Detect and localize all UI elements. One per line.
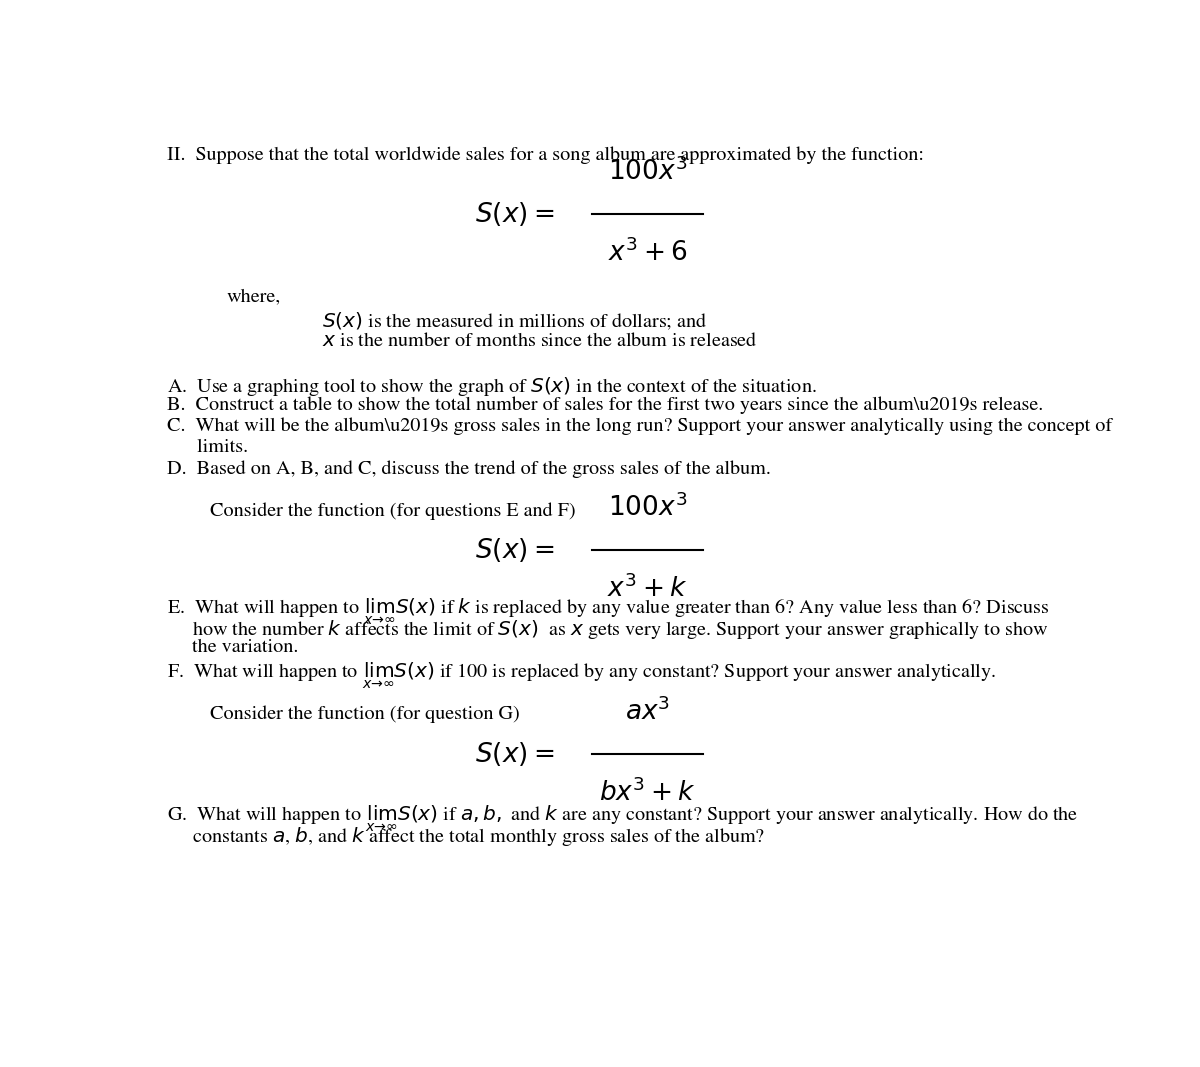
Text: G.  What will happen to $\lim_{x\to\infty} S(x)$ if $a, b,$ and $k$ are any cons: G. What will happen to $\lim_{x\to\infty… <box>167 803 1079 834</box>
Text: E.  What will happen to $\lim_{x\to\infty} S(x)$ if $k$ is replaced by any value: E. What will happen to $\lim_{x\to\infty… <box>167 596 1050 626</box>
Text: $S(x) =$: $S(x) =$ <box>475 536 554 563</box>
Text: $S(x) =$: $S(x) =$ <box>475 740 554 768</box>
Text: $x^3 + k$: $x^3 + k$ <box>607 574 688 603</box>
Text: $x^3 + 6$: $x^3 + 6$ <box>607 239 688 268</box>
Text: constants $a$, $b$, and $k$ affect the total monthly gross sales of the album?: constants $a$, $b$, and $k$ affect the t… <box>167 825 764 848</box>
Text: A.  Use a graphing tool to show the graph of $S(x)$ in the context of the situat: A. Use a graphing tool to show the graph… <box>167 375 816 398</box>
Text: limits.: limits. <box>167 439 248 456</box>
Text: D.  Based on A, B, and C, discuss the trend of the gross sales of the album.: D. Based on A, B, and C, discuss the tre… <box>167 460 770 478</box>
Text: $100x^3$: $100x^3$ <box>608 158 688 187</box>
Text: where,: where, <box>227 288 281 305</box>
Text: $S(x) =$: $S(x) =$ <box>475 201 554 228</box>
Text: Consider the function (for questions E and F): Consider the function (for questions E a… <box>210 501 576 520</box>
Text: II.  Suppose that the total worldwide sales for a song album are approximated by: II. Suppose that the total worldwide sal… <box>167 146 924 163</box>
Text: $100x^3$: $100x^3$ <box>608 493 688 522</box>
Text: B.  Construct a table to show the total number of sales for the first two years : B. Construct a table to show the total n… <box>167 396 1043 414</box>
Text: $x$ is the number of months since the album is released: $x$ is the number of months since the al… <box>322 332 757 350</box>
Text: Consider the function (for question G): Consider the function (for question G) <box>210 705 521 723</box>
Text: $bx^3 + k$: $bx^3 + k$ <box>599 779 696 808</box>
Text: $S(x)$ is the measured in millions of dollars; and: $S(x)$ is the measured in millions of do… <box>322 310 707 332</box>
Text: how the number $k$ affects the limit of $S(x)$  as $x$ gets very large. Support : how the number $k$ affects the limit of … <box>167 618 1049 640</box>
Text: F.  What will happen to $\lim_{x\to\infty} S(x)$ if 100 is replaced by any const: F. What will happen to $\lim_{x\to\infty… <box>167 660 996 691</box>
Text: $ax^3$: $ax^3$ <box>625 698 670 727</box>
Text: C.  What will be the album\u2019s gross sales in the long run? Support your answ: C. What will be the album\u2019s gross s… <box>167 417 1112 435</box>
Text: the variation.: the variation. <box>167 639 298 656</box>
